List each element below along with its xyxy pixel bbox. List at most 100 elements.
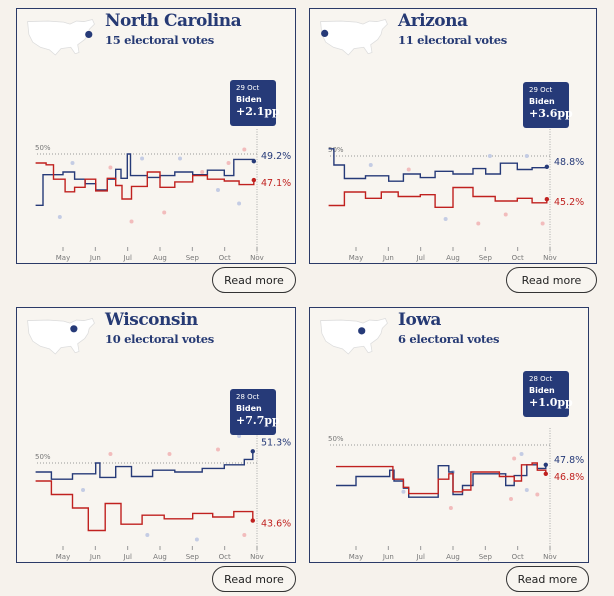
poll-dot <box>200 170 205 174</box>
north-carolina-read-more-button[interactable]: Read more <box>212 267 296 293</box>
biden-line <box>35 451 254 480</box>
x-tick-label: Jul <box>122 254 132 262</box>
poll-dot <box>512 456 517 461</box>
latest-margin-tooltip: 29 Oct Biden +2.1pp <box>230 80 280 126</box>
reference-label: 50% <box>328 435 344 443</box>
state-highlight <box>321 29 329 37</box>
poll-dot <box>535 492 540 497</box>
poll-dot <box>215 188 220 192</box>
tooltip-date: 28 Oct <box>236 393 260 401</box>
biden-latest-point <box>543 462 548 467</box>
poll-dot <box>108 165 113 170</box>
tooltip-candidate: Biden <box>236 95 262 104</box>
trump-value-label: 46.8% <box>554 472 584 483</box>
arizona-read-more-button[interactable]: Read more <box>506 267 597 293</box>
electoral-votes: 10 electoral votes <box>105 332 214 346</box>
state-highlight <box>85 30 93 39</box>
trump-line <box>328 186 548 208</box>
x-tick-label: Aug <box>446 553 460 561</box>
electoral-votes: 15 electoral votes <box>105 33 214 47</box>
tooltip-date: 28 Oct <box>529 375 553 383</box>
poll-dot <box>476 221 481 226</box>
x-tick-label: Sep <box>479 254 493 262</box>
biden-latest-point <box>250 449 255 454</box>
trump-latest-point <box>543 471 548 476</box>
poll-dot <box>226 161 231 165</box>
tooltip-margin: +7.7pp <box>236 414 280 427</box>
trump-latest-point <box>251 177 257 183</box>
biden-value-label: 51.3% <box>261 437 291 448</box>
poll-dot <box>519 452 524 456</box>
tooltip-margin: +3.6pp <box>529 107 573 120</box>
trump-value-label: 43.6% <box>261 519 291 530</box>
x-tick-label: Aug <box>153 553 167 561</box>
trump-latest-point <box>544 197 550 202</box>
x-tick-label: Jul <box>122 553 132 561</box>
state-title: Wisconsin <box>105 310 198 330</box>
x-tick-label: Jun <box>89 553 101 561</box>
trump-line <box>35 162 255 200</box>
tooltip-candidate: Biden <box>529 386 555 395</box>
x-tick-label: May <box>349 254 363 262</box>
iowa-read-more-button[interactable]: Read more <box>506 566 589 592</box>
north-carolina-chart-panel: 50% May Jun Jul Aug Sep Oct Nov 49.2% 47.1% North … <box>16 8 296 264</box>
x-tick-label: Aug <box>153 254 167 262</box>
chart-svg: 50% May Jun Jul Aug Sep Oct Nov 51.3% 43.6% <box>35 428 291 561</box>
poll-dot <box>443 217 448 221</box>
reference-label: 50% <box>35 453 51 461</box>
poll-dot <box>540 221 545 226</box>
biden-value-label: 47.8% <box>554 455 584 466</box>
poll-dot <box>487 154 492 158</box>
chart-svg: 50% May Jun Jul Aug Sep Oct Nov 48.8% 45.2% <box>328 129 584 262</box>
poll-dot <box>162 210 167 215</box>
north-carolina-map-icon <box>27 19 95 56</box>
x-tick-label: Aug <box>446 254 460 262</box>
trump-latest-point <box>250 518 255 523</box>
poll-dot <box>524 154 529 158</box>
trump-line <box>35 480 254 532</box>
x-tick-label: Sep <box>186 553 200 561</box>
tooltip-candidate: Biden <box>236 404 262 413</box>
poll-dot <box>237 201 242 206</box>
biden-line <box>328 148 548 182</box>
x-tick-label: May <box>349 553 363 561</box>
poll-dot <box>406 167 411 172</box>
state-highlight <box>70 325 78 333</box>
biden-line <box>336 464 547 498</box>
x-tick-label: Oct <box>219 254 231 262</box>
state-title: Arizona <box>398 11 468 31</box>
x-tick-label: Oct <box>219 553 231 561</box>
tooltip-date: 29 Oct <box>236 84 260 92</box>
wisconsin-map-icon <box>27 318 95 355</box>
poll-dot <box>70 161 75 165</box>
tooltip-date: 29 Oct <box>529 86 553 94</box>
arizona-map-icon <box>320 19 388 56</box>
x-tick-label: Jun <box>382 553 394 561</box>
wisconsin-read-more-button[interactable]: Read more <box>212 566 296 592</box>
poll-dot <box>167 452 172 456</box>
poll-dot <box>140 156 145 161</box>
x-tick-label: Oct <box>512 553 524 561</box>
poll-dot <box>237 434 242 438</box>
chart-svg: 50% May Jun Jul Aug Sep Oct Nov 49.2% 47.1% <box>35 129 291 262</box>
x-tick-label: May <box>56 553 70 561</box>
chart-svg: 50% May Jun Jul Aug Sep Oct Nov 47.8% 46.8% <box>328 428 584 561</box>
state-highlight <box>358 327 366 335</box>
biden-value-label: 48.8% <box>554 157 584 168</box>
x-tick-label: Nov <box>250 254 264 262</box>
state-title: North Carolina <box>105 11 242 31</box>
x-tick-label: Jul <box>415 254 425 262</box>
latest-margin-tooltip: 28 Oct Biden +1.0pp <box>523 371 573 417</box>
poll-dot <box>524 488 529 492</box>
reference-label: 50% <box>328 146 344 154</box>
poll-dot <box>57 215 62 219</box>
biden-line <box>35 153 255 206</box>
biden-latest-point <box>544 164 550 169</box>
poll-dot <box>108 452 113 456</box>
biden-latest-point <box>251 159 257 164</box>
x-tick-label: Jun <box>89 254 101 262</box>
poll-dot <box>401 489 406 494</box>
x-tick-label: Nov <box>543 254 557 262</box>
poll-dot <box>129 219 134 224</box>
poll-dot <box>448 506 453 510</box>
